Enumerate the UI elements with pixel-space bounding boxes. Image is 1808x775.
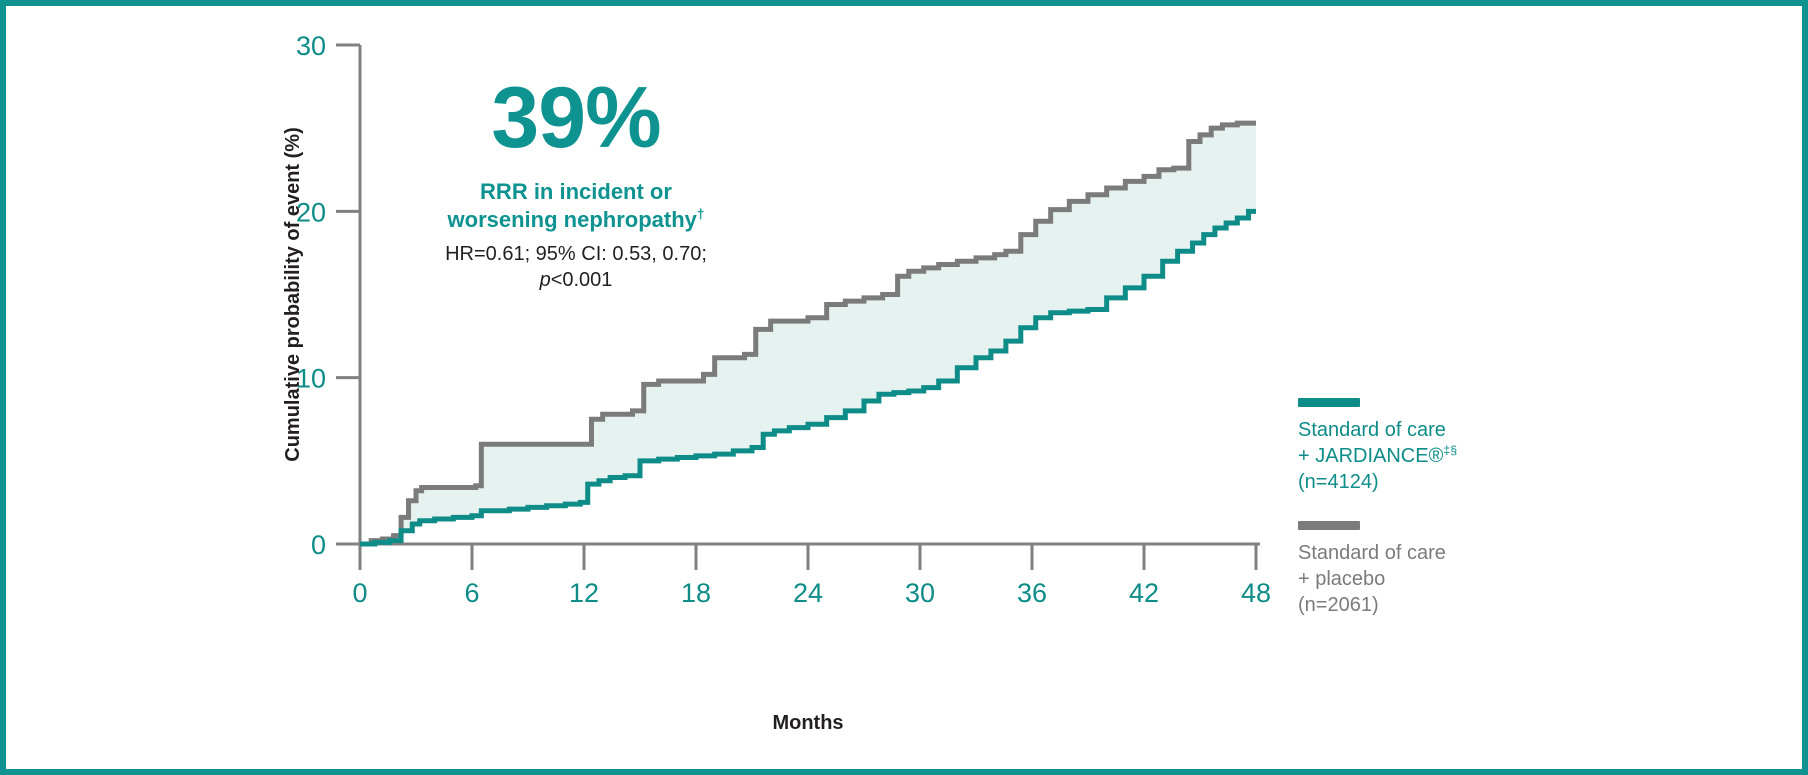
y-axis-tick-label: 10	[296, 364, 326, 394]
legend-jardiance-footnote-marker: ‡§	[1443, 443, 1458, 458]
x-axis-tick-label: 0	[352, 578, 367, 608]
x-axis-tick-label: 12	[569, 578, 599, 608]
chart-legend: Standard of care + JARDIANCE®‡§ (n=4124)…	[1298, 398, 1518, 618]
legend-placebo-line2: + placebo	[1298, 568, 1386, 590]
km-curve-chart: 0 10 20 30 0 6 12 18 24 30 36 42 48 Months Cumulative …	[282, 31, 1271, 734]
x-axis-tick-label: 6	[464, 578, 479, 608]
x-axis-tick-label: 48	[1241, 578, 1271, 608]
legend-entry-placebo: Standard of care + placebo (n=2061)	[1298, 521, 1518, 618]
legend-placebo-line1: Standard of care	[1298, 542, 1446, 564]
legend-entry-jardiance: Standard of care + JARDIANCE®‡§ (n=4124)	[1298, 398, 1518, 495]
legend-jardiance-line1: Standard of care	[1298, 419, 1446, 441]
legend-placebo-line3: (n=2061)	[1298, 594, 1379, 616]
y-axis-tick-label: 20	[296, 197, 326, 227]
legend-swatch-gray-icon	[1298, 521, 1360, 530]
between-curves-shading	[360, 123, 1256, 545]
y-axis-tick-label: 0	[311, 530, 326, 560]
x-axis-tick-label: 24	[793, 578, 823, 608]
x-axis-tick-label: 18	[681, 578, 711, 608]
legend-label-placebo: Standard of care + placebo (n=2061)	[1298, 540, 1518, 618]
x-axis-title: Months	[772, 712, 843, 734]
curve-placebo	[360, 120, 1256, 547]
chart-plot-area: 0 10 20 30 0 6 12 18 24 30 36 42 48 Months Cumulative …	[6, 6, 1802, 769]
x-axis-tick-label: 36	[1017, 578, 1047, 608]
y-axis-tick-label: 30	[296, 31, 326, 61]
curve-jardiance	[360, 208, 1256, 547]
legend-jardiance-line2-wrap: + JARDIANCE®‡§	[1298, 443, 1518, 469]
x-axis-tick-label: 42	[1129, 578, 1159, 608]
x-axis-tick-label: 30	[905, 578, 935, 608]
legend-label-jardiance: Standard of care + JARDIANCE®‡§ (n=4124)	[1298, 417, 1518, 495]
legend-jardiance-line2: + JARDIANCE®	[1298, 445, 1444, 467]
legend-swatch-teal-icon	[1298, 398, 1360, 407]
legend-jardiance-line3: (n=4124)	[1298, 471, 1379, 493]
y-axis-title: Cumulative probability of event (%)	[282, 127, 304, 461]
